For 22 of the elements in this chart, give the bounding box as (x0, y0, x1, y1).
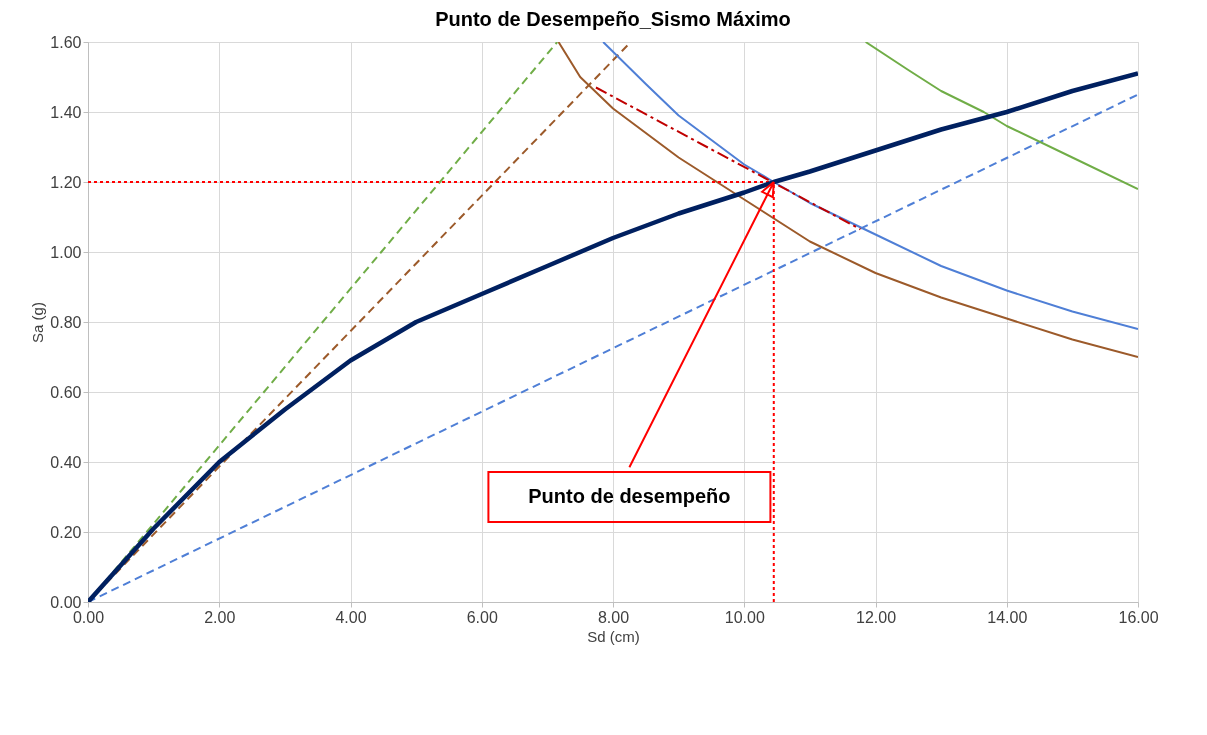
annotation: Punto de desempeño (528, 485, 731, 507)
chart-title: Punto de Desempeño_Sismo Máximo (435, 8, 791, 30)
x-tick-label: 10.00 (724, 608, 765, 626)
y-tick-label: 1.60 (50, 33, 82, 51)
y-tick-label: 1.00 (50, 243, 82, 261)
y-tick-label: 0.00 (50, 593, 82, 611)
x-tick-label: 14.00 (987, 608, 1028, 626)
y-tick-label: 0.40 (50, 453, 82, 471)
x-tick-label: 2.00 (204, 608, 236, 626)
y-tick-label: 1.20 (50, 173, 82, 191)
y-axis-title: Sa (g) (29, 302, 47, 343)
x-axis-title: Sd (cm) (587, 627, 640, 645)
y-tick-label: 0.80 (50, 313, 82, 331)
y-tick-label: 0.60 (50, 383, 82, 401)
x-tick-label: 0.00 (72, 608, 105, 626)
x-tick-label: 6.00 (466, 608, 498, 626)
x-tick-label: 12.00 (855, 608, 897, 626)
y-tick-label: 0.20 (50, 523, 82, 541)
x-tick-label: 4.00 (335, 608, 367, 626)
y-tick-label: 1.40 (50, 103, 82, 121)
x-tick-label: 16.00 (1118, 608, 1159, 626)
x-tick-label: 8.00 (597, 608, 630, 626)
